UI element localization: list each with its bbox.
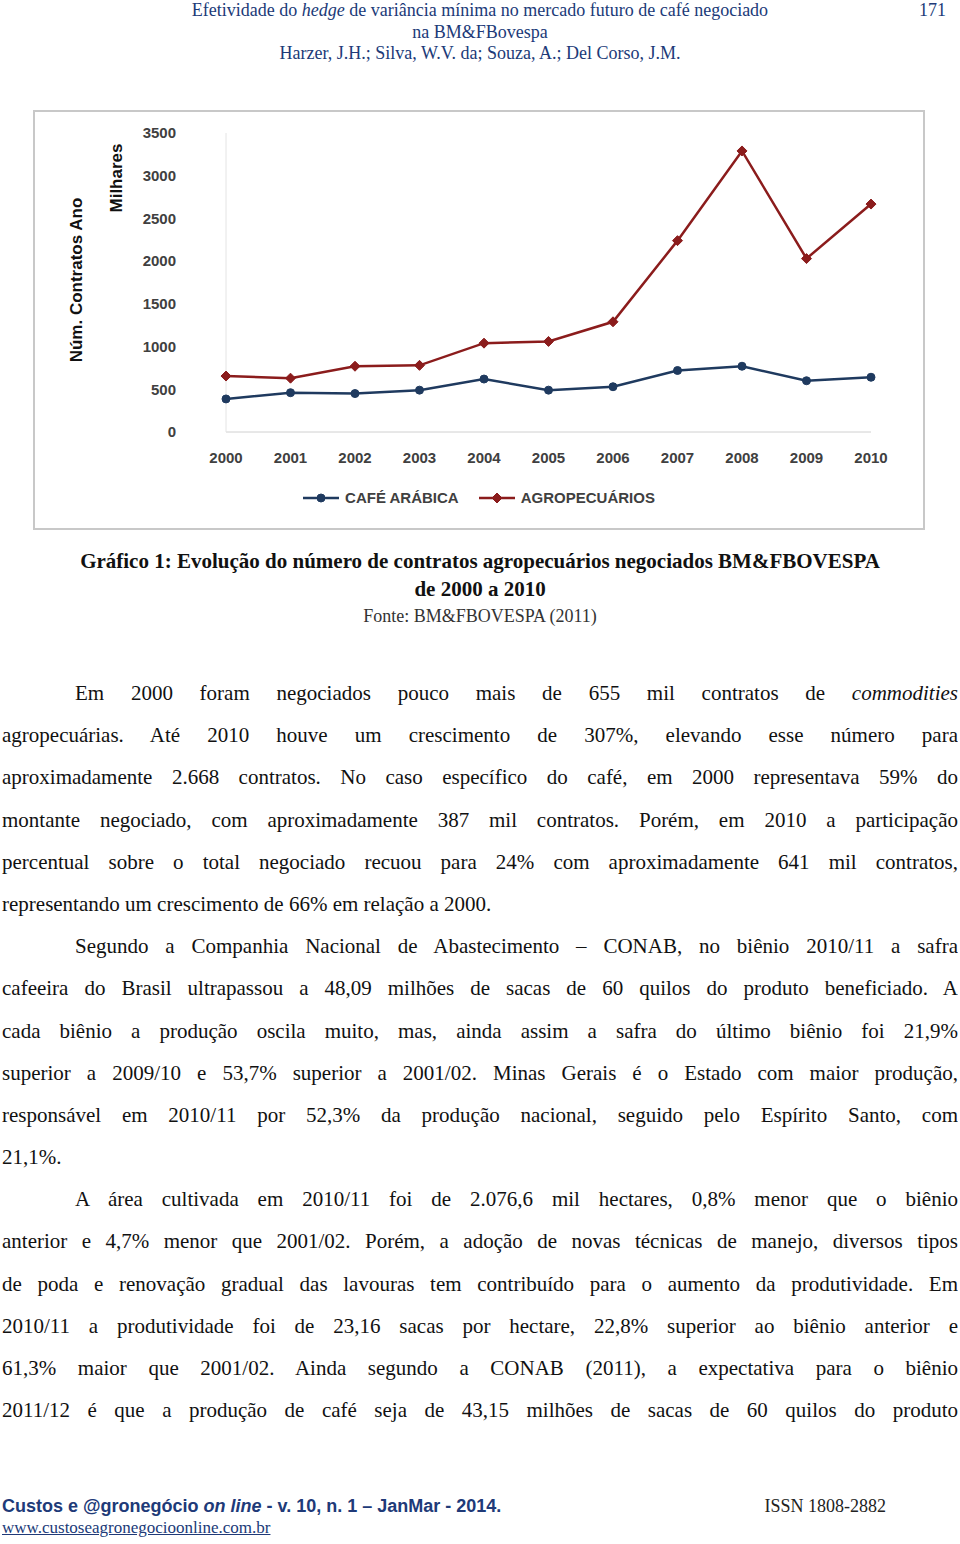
svg-text:2001: 2001 [274, 449, 307, 466]
svg-text:2009: 2009 [790, 449, 823, 466]
html-text:www.custoseagronegocioonline.c: www.custoseagronegocioonline.com.br [2, 1518, 271, 1537]
html-text:61,3% maior que 2001/02. Ainda: 61,3% maior que 2001/02. Ainda segundo a… [2, 1356, 958, 1380]
html-text:anterior e 4,7% menor que 2001: anterior e 4,7% menor que 2001/02. Porém… [2, 1229, 958, 1254]
html-text:Fonte: BM&FBOVESPA (2011): Fonte: BM&FBOVESPA (2011) [363, 606, 597, 626]
svg-text:2004: 2004 [467, 449, 501, 466]
html-text:2010/11 a produtividade foi de: 2010/11 a produtividade foi de 23,16 sac… [2, 1313, 958, 1338]
html-text:Milhares: Milhares [107, 143, 126, 213]
html-text:Segundo a Companhia Nacional d: Segundo a Companhia Nacional de Abasteci… [75, 934, 958, 959]
svg-text:2010: 2010 [854, 449, 887, 466]
svg-text:2000: 2000 [209, 449, 242, 466]
html-text:Em 2000 foram negociados pouco: Em 2000 foram negociados pouco mais de 6… [75, 681, 958, 705]
svg-text:2500: 2500 [143, 210, 176, 227]
html-text:montante negociado, com aproxi: montante negociado, com aproximadamente … [2, 807, 958, 832]
html-text:aproximadamente 2.668 contrato: aproximadamente 2.668 contratos. No caso… [2, 765, 958, 790]
html-text:ISSN 1808-2882: ISSN 1808-2882 [764, 1496, 886, 1516]
svg-text:3500: 3500 [143, 124, 176, 141]
svg-text:2000: 2000 [143, 252, 176, 269]
html-text:A área cultivada em 2010/11 fo: A área cultivada em 2010/11 foi de 2.076… [75, 1187, 958, 1212]
html-text:CAFÉ ARÁBICA: CAFÉ ARÁBICA [345, 489, 459, 506]
html-text:cada biênio a produção oscila: cada biênio a produção oscila muito, mas… [2, 1018, 958, 1043]
svg-text:2002: 2002 [338, 449, 371, 466]
html-text:de poda e renovação gradual da: de poda e renovação gradual das lavouras… [2, 1271, 958, 1296]
html-text:na BM&FBovespa: na BM&FBovespa [412, 21, 548, 42]
svg-text:2003: 2003 [403, 449, 436, 466]
html-text:Custos e @gronegócio on line -: Custos e @gronegócio on line - v. 10, n.… [2, 1496, 502, 1516]
html-text:agropecuárias. Até 2010 houve: agropecuárias. Até 2010 houve um crescim… [2, 723, 958, 748]
svg-text:0: 0 [168, 423, 176, 440]
html-text:de 2000 a 2010: de 2000 a 2010 [414, 577, 546, 601]
svg-text:1500: 1500 [143, 295, 176, 312]
html-text:cafeeira do Brasil ultrapassou: cafeeira do Brasil ultrapassou a 48,09 m… [2, 976, 958, 1001]
svg-text:2008: 2008 [725, 449, 758, 466]
html-text:2011/12 é que a produção de ca: 2011/12 é que a produção de café seja de… [2, 1398, 958, 1423]
svg-text:2005: 2005 [532, 449, 565, 466]
html-text:percentual sobre o total negoc: percentual sobre o total negociado recuo… [2, 849, 958, 874]
html-text:AGROPECUÁRIOS: AGROPECUÁRIOS [520, 489, 655, 506]
svg-text:500: 500 [151, 381, 176, 398]
html-text:Efetividade do hedge de variân: Efetividade do hedge de variância mínima… [191, 0, 769, 20]
svg-text:3000: 3000 [143, 167, 176, 184]
svg-text:2007: 2007 [661, 449, 694, 466]
html-text:responsável em 2010/11 por 52,: responsável em 2010/11 por 52,3% da prod… [2, 1102, 958, 1127]
html-text:Harzer, J.H.; Silva, W.V. da;: Harzer, J.H.; Silva, W.V. da; Souza, A.;… [279, 43, 681, 63]
html-text:representando um crescimento d: representando um crescimento de 66% em r… [2, 891, 492, 916]
html-text:21,1%.: 21,1%. [2, 1145, 62, 1170]
svg-text:1000: 1000 [143, 338, 176, 355]
html-text:Núm. Contratos Ano: Núm. Contratos Ano [67, 197, 86, 363]
html-text:Gráfico 1: Evolução do número: Gráfico 1: Evolução do número de contrat… [80, 549, 880, 573]
html-text:171: 171 [919, 0, 946, 20]
svg-text:2006: 2006 [596, 449, 629, 466]
html-text:superior a 2009/10 e 53,7% sup: superior a 2009/10 e 53,7% superior a 20… [2, 1060, 958, 1085]
